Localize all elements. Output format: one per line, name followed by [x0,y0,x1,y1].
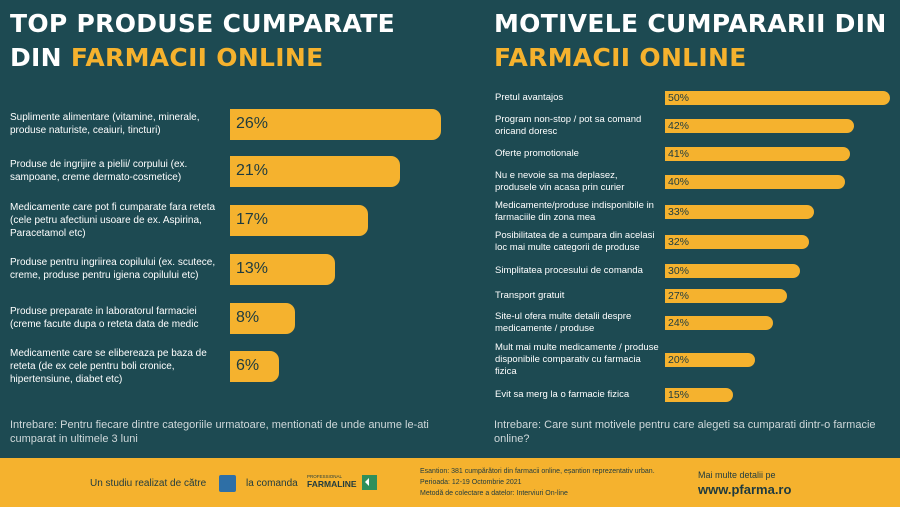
bar-value-label: 27% [668,290,690,302]
title-line-2: DIN FARMACII ONLINE [10,41,395,75]
bar-value-label: 15% [668,389,690,401]
bar-value-label: 6% [236,357,260,374]
bar: 26% [230,108,441,140]
bar: 15% [665,388,733,402]
bar-value-label: 8% [236,309,260,326]
bar: 41% [665,147,850,161]
category-label: Medicamente care se elibereaza pe baza d… [10,347,207,385]
bar: 32% [665,235,809,249]
top-products-title: TOP PRODUSE CUMPARATE DIN FARMACII ONLIN… [10,7,395,75]
bar-value-label: 42% [668,120,690,132]
category-label: Medicamente/produse indisponibile in far… [495,200,654,223]
bar: 33% [665,205,814,219]
bar: 6% [230,350,279,382]
bar-value-label: 17% [236,211,269,228]
category-label: Produse de ingrijire a pielii/ corpului … [10,159,188,183]
study-text: Un studiu realizat de către [90,478,207,489]
category-label: Posibilitatea de a cumpara din acelasi l… [495,230,655,253]
more-details-text: Mai multe detalii pe [698,470,776,480]
farmaline-logo-top: PROFESSIONAL [307,474,343,479]
bar: 42% [665,119,854,133]
title-accent: FARMACII ONLINE [494,43,747,72]
website-link[interactable]: www.pfarma.ro [698,482,792,497]
bar: 17% [230,204,368,236]
title-prefix: DIN [10,43,71,72]
bar-value-label: 13% [236,260,269,277]
bar-value-label: 40% [668,176,690,188]
category-label: Simplitatea procesului de comanda [495,265,643,276]
category-label: Produse pentru ingriirea copilului (ex. … [10,257,216,281]
bar: 40% [665,175,845,189]
footer: Un studiu realizat de către la comanda P… [0,458,900,507]
category-label: Suplimente alimentare (vitamine, mineral… [10,112,200,136]
info-sample: Esantion: 381 cumpărători din farmacii o… [420,468,655,475]
category-label: Produse preparate in laboratorul farmaci… [10,306,199,330]
research-company-logo [219,475,236,492]
category-label: Oferte promotionale [495,148,579,159]
bar-value-label: 24% [668,317,690,329]
bar: 27% [665,289,787,303]
bar: 13% [230,253,336,285]
category-label: Site-ul ofera multe detalii despre medic… [495,311,632,334]
bar: 20% [665,353,755,367]
bar-value-label: 41% [668,148,690,160]
bar-value-label: 21% [236,162,269,179]
category-label: Evit sa merg la o farmacie fizica [495,389,630,400]
bar: 50% [665,91,890,105]
category-label: Mult mai multe medicamente / produse dis… [495,342,659,377]
farmaline-logo: PROFESSIONAL FARMALINE [307,472,379,501]
bar-value-label: 50% [668,92,690,104]
bar-value-label: 33% [668,206,690,218]
category-label: Program non-stop / pot sa comand oricand… [495,114,642,137]
bar: 21% [230,155,401,187]
title-accent: FARMACII ONLINE [70,43,324,72]
bar: 30% [665,264,800,278]
category-label: Medicamente care pot fi cumparate fara r… [10,201,216,239]
right-question: Intrebare: Care sunt motivele pentru car… [494,419,876,445]
category-label: Pretul avantajos [495,92,564,103]
bar-value-label: 30% [668,265,690,277]
purchase-reasons-title: MOTIVELE CUMPARARII DIN FARMACII ONLINE [494,7,887,75]
left-question: Intrebare: Pentru fiecare dintre categor… [10,419,429,445]
category-label: Transport gratuit [495,290,565,301]
farmaline-logo-brand: FARMALINE [307,479,357,489]
title-line-1: TOP PRODUSE CUMPARATE [10,9,395,38]
bar-value-label: 26% [236,115,269,132]
bar-value-label: 20% [668,354,690,366]
category-label: Nu e nevoie sa ma deplasez, produsele vi… [495,170,625,193]
bar-value-label: 32% [668,236,690,248]
bar: 8% [230,302,295,334]
info-period: Perioada: 12-19 Octombrie 2021 [420,479,522,486]
commission-text: la comanda [246,478,298,489]
study-info: Esantion: 381 cumpărători din farmacii o… [420,466,680,499]
bar: 24% [665,316,773,330]
info-method: Metodă de colectare a datelor: Interviur… [420,490,568,497]
title-line-1: MOTIVELE CUMPARARII DIN [494,9,887,38]
